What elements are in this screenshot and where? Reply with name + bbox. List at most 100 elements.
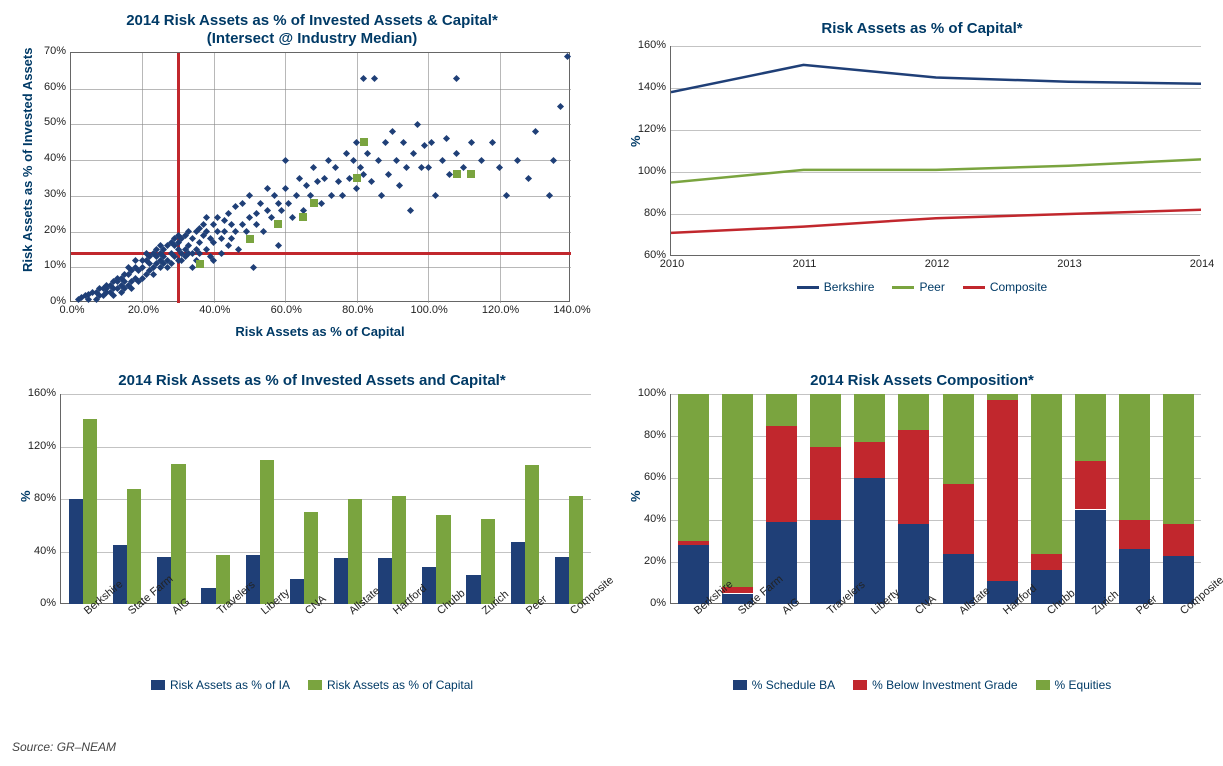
stacked-segment [898,394,929,430]
scatter-point [289,214,296,221]
scatter-point [371,74,378,81]
scatter-point [150,271,157,278]
stacked-segment [943,394,974,484]
legend-item: % Schedule BA [733,678,835,692]
stacked-title: 2014 Risk Assets Composition* [622,372,1222,390]
bar [511,542,525,604]
scatter-highlight-point [353,174,361,182]
scatter-point [403,164,410,171]
grouped-bar-panel: 2014 Risk Assets as % of Invested Assets… [12,372,612,732]
bar [127,489,141,605]
scatter-point [210,257,217,264]
scatter-highlight-point [310,199,318,207]
bar [290,579,304,604]
line-chart [670,46,1200,256]
scatter-point [432,192,439,199]
legend-item: % Below Investment Grade [853,678,1017,692]
bar [260,460,274,604]
stacked-segment [678,394,709,541]
scatter-point [239,221,246,228]
scatter-point [525,174,532,181]
bar [525,465,539,604]
scatter-point [496,164,503,171]
scatter-point [128,285,135,292]
stacked-segment [854,442,885,478]
scatter-point [271,192,278,199]
stacked-segment [987,400,1018,581]
scatter-point [532,128,539,135]
scatter-point [253,210,260,217]
stacked-segment [810,394,841,447]
scatter-point [410,149,417,156]
bar [348,499,362,604]
bar [378,558,392,604]
legend-item: % Equities [1036,678,1112,692]
scatter-point [442,135,449,142]
bar [201,588,215,604]
scatter-point [335,178,342,185]
scatter-point [557,103,564,110]
stacked-segment [1119,394,1150,520]
bar [481,519,495,604]
scatter-highlight-point [453,170,461,178]
scatter-chart [70,52,570,302]
scatter-point [378,192,385,199]
stacked-bar-chart [670,394,1200,604]
scatter-point [214,228,221,235]
scatter-point [260,228,267,235]
stacked-segment [1031,554,1062,571]
scatter-point [417,164,424,171]
scatter-highlight-point [467,170,475,178]
scatter-point [439,157,446,164]
stacked-segment [1075,394,1106,461]
stacked-segment [810,447,841,521]
scatter-point [225,242,232,249]
scatter-point [292,192,299,199]
scatter-highlight-point [360,138,368,146]
scatter-point [453,74,460,81]
scatter-point [407,207,414,214]
scatter-point [382,139,389,146]
scatter-point [303,182,310,189]
bar [334,558,348,604]
scatter-highlight-point [196,260,204,268]
scatter-point [364,149,371,156]
stacked-segment [1163,394,1194,524]
scatter-point [285,199,292,206]
stacked-segment [722,394,753,587]
scatter-point [250,264,257,271]
scatter-point [275,242,282,249]
scatter-point [228,235,235,242]
stacked-segment [898,430,929,525]
scatter-highlight-point [246,235,254,243]
legend-item: Risk Assets as % of IA [151,678,290,692]
stacked-segment [678,541,709,545]
scatter-point [196,249,203,256]
scatter-point [321,174,328,181]
bar [392,496,406,604]
legend-item: Berkshire [797,280,875,294]
scatter-point [332,164,339,171]
scatter-point [546,192,553,199]
scatter-point [296,174,303,181]
source-text: Source: GR–NEAM [12,740,1211,754]
scatter-point [428,139,435,146]
stacked-segment [1163,524,1194,556]
line-panel: Risk Assets as % of Capital* % 60%80%100… [622,12,1222,362]
scatter-point [339,192,346,199]
scatter-point [110,292,117,299]
scatter-point [196,239,203,246]
scatter-point [225,210,232,217]
bar [436,515,450,604]
scatter-point [310,164,317,171]
scatter-point [325,157,332,164]
bar [83,419,97,604]
scatter-point [232,228,239,235]
legend-item: Peer [892,280,944,294]
scatter-point [257,199,264,206]
scatter-point [210,239,217,246]
scatter-point [396,182,403,189]
scatter-point [282,157,289,164]
stacked-segment [854,394,885,442]
bar [304,512,318,604]
